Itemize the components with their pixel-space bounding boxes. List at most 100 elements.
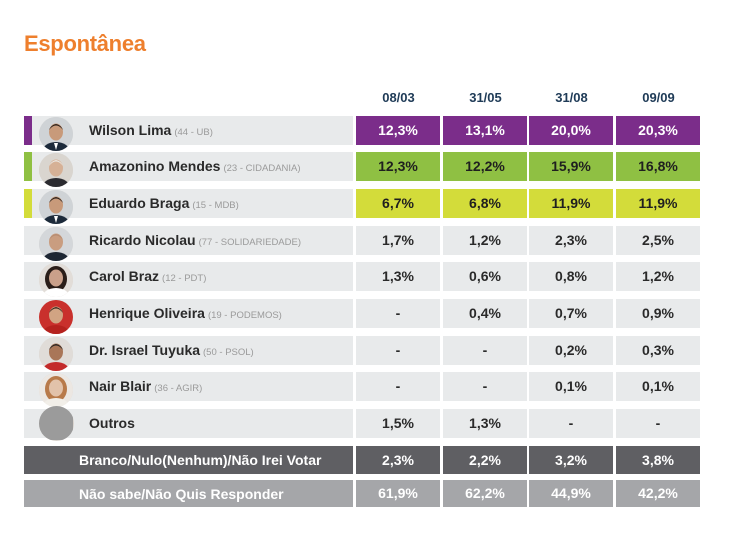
poll-value: 6,8% xyxy=(443,189,527,218)
candidate-party: (15 - MDB) xyxy=(192,200,239,211)
candidate-cell xyxy=(24,372,353,401)
candidate-row: Nair Blair (36 - AGIR) - -0,1% 0,1% xyxy=(24,372,701,407)
candidate-row: Eduardo Braga (15 - MDB) 6,7% 6,8% 11,9% 11,9… xyxy=(24,189,701,224)
poll-value: - xyxy=(356,299,440,328)
summary-value: 42,2% xyxy=(616,480,700,507)
poll-value: 12,2% xyxy=(443,152,527,181)
summary-label-cell xyxy=(24,446,353,474)
summary-value: 44,9% xyxy=(529,480,613,507)
poll-value: 1,7% xyxy=(356,226,440,255)
candidate-name-text: Wilson Lima xyxy=(89,122,172,138)
poll-value: 0,4% xyxy=(443,299,527,328)
poll-value: 2,3% xyxy=(529,226,613,255)
page-title: Espontânea xyxy=(24,31,146,56)
poll-value: 0,6% xyxy=(443,262,527,291)
candidate-name: Dr. Israel Tuyuka (50 - PSOL) xyxy=(89,336,254,365)
poll-value: 1,2% xyxy=(443,226,527,255)
summary-row: Branco/Nulo(Nenhum)/Não Irei Votar 2,3% 2,… xyxy=(24,446,701,474)
date-label: 08/03 xyxy=(382,90,415,105)
candidate-avatar xyxy=(39,117,73,151)
poll-value: - xyxy=(356,372,440,401)
summary-value: 3,8% xyxy=(616,446,700,474)
party-color-bar xyxy=(24,152,32,181)
candidate-name: Amazonino Mendes (23 - CIDADANIA) xyxy=(89,152,301,181)
poll-value: 0,9% xyxy=(616,299,700,328)
candidate-name: Eduardo Braga (15 - MDB) xyxy=(89,189,239,218)
party-color-bar xyxy=(24,189,32,218)
poll-value: 1,5% xyxy=(356,409,440,438)
candidate-name: Outros xyxy=(89,409,135,438)
candidate-row: Wilson Lima (44 - UB) 12,3% 13,1% 20,0% 20,3% xyxy=(24,116,701,151)
candidate-party: (77 - SOLIDARIEDADE) xyxy=(198,237,302,248)
candidate-cell xyxy=(24,116,353,145)
candidate-name: Wilson Lima (44 - UB) xyxy=(89,116,213,145)
candidate-party: (44 - UB) xyxy=(174,127,213,138)
candidate-avatar xyxy=(39,263,73,297)
candidate-name: Nair Blair (36 - AGIR) xyxy=(89,372,202,401)
candidate-cell xyxy=(24,299,353,328)
candidate-cell xyxy=(24,189,353,218)
poll-value: 15,9% xyxy=(529,152,613,181)
poll-value: 1,3% xyxy=(356,262,440,291)
summary-value: 61,9% xyxy=(356,480,440,507)
summary-value: 2,2% xyxy=(443,446,527,474)
poll-value: 0,8% xyxy=(529,262,613,291)
candidate-party: (19 - PODEMOS) xyxy=(207,310,282,321)
poll-value: - xyxy=(443,372,527,401)
poll-value: 11,9% xyxy=(529,189,613,218)
poll-value: 0,1% xyxy=(616,372,700,401)
candidate-avatar xyxy=(39,227,73,261)
candidate-row: Ricardo Nicolau (77 - SOLIDARIEDADE) 1,7% 1… xyxy=(24,226,701,261)
poll-value: 6,7% xyxy=(356,189,440,218)
candidate-avatar xyxy=(39,373,73,407)
candidate-party: (12 - PDT) xyxy=(162,273,207,284)
poll-value: 20,3% xyxy=(616,116,700,145)
placeholder-avatar xyxy=(39,406,74,441)
candidate-name-text: Dr. Israel Tuyuka xyxy=(89,342,201,358)
poll-value: 0,1% xyxy=(529,372,613,401)
candidate-cell xyxy=(24,226,353,255)
date-label: 31/08 xyxy=(555,90,588,105)
candidate-avatar xyxy=(39,190,73,224)
summary-label: Não sabe/Não Quis Responder xyxy=(79,485,284,502)
poll-value: 20,0% xyxy=(529,116,613,145)
candidate-name: Ricardo Nicolau (77 - SOLIDARIEDADE) xyxy=(89,226,301,255)
poll-value: 2,5% xyxy=(616,226,700,255)
candidate-party: (23 - CIDADANIA) xyxy=(223,163,301,174)
candidate-party: (50 - PSOL) xyxy=(203,347,254,358)
candidate-row: Carol Braz (12 - PDT) 1,3% 0,6% 0,8% 1,2% xyxy=(24,262,701,297)
poll-value: 13,1% xyxy=(443,116,527,145)
poll-value: - xyxy=(616,409,700,438)
poll-value: 0,2% xyxy=(529,336,613,365)
poll-value: 1,2% xyxy=(616,262,700,291)
candidate-cell xyxy=(24,152,353,181)
candidate-row: Outros 1,5% 1,3% - - xyxy=(24,406,701,441)
poll-value: - xyxy=(443,336,527,365)
candidate-name-text: Ricardo Nicolau xyxy=(89,232,196,248)
candidate-row: Dr. Israel Tuyuka (50 - PSOL) - -0,2% 0,3% xyxy=(24,336,701,371)
party-color-bar xyxy=(24,116,32,145)
poll-value: 0,3% xyxy=(616,336,700,365)
date-header: 08/03 31/05 31/08 09/09 xyxy=(356,90,701,110)
candidate-avatar xyxy=(39,300,73,334)
candidate-name-text: Amazonino Mendes xyxy=(89,158,221,174)
candidate-row: Amazonino Mendes (23 - CIDADANIA) 12,3% 12,… xyxy=(24,152,701,187)
candidate-row: Henrique Oliveira (19 - PODEMOS) -0,4% 0,7%… xyxy=(24,299,701,334)
summary-value: 62,2% xyxy=(443,480,527,507)
candidate-name-text: Outros xyxy=(89,415,135,431)
candidate-cell xyxy=(24,409,353,438)
poll-value: 1,3% xyxy=(443,409,527,438)
poll-value: 11,9% xyxy=(616,189,700,218)
date-label: 31/05 xyxy=(469,90,502,105)
candidate-cell xyxy=(24,262,353,291)
date-label: 09/09 xyxy=(642,90,675,105)
candidate-avatar xyxy=(39,337,73,371)
candidate-name-text: Carol Braz xyxy=(89,268,160,284)
candidate-party: (36 - AGIR) xyxy=(154,383,203,394)
summary-label-cell xyxy=(24,480,353,507)
summary-value: 2,3% xyxy=(356,446,440,474)
candidate-name-text: Eduardo Braga xyxy=(89,195,190,211)
poll-value: 12,3% xyxy=(356,152,440,181)
poll-value: 12,3% xyxy=(356,116,440,145)
candidate-name: Carol Braz (12 - PDT) xyxy=(89,262,206,291)
